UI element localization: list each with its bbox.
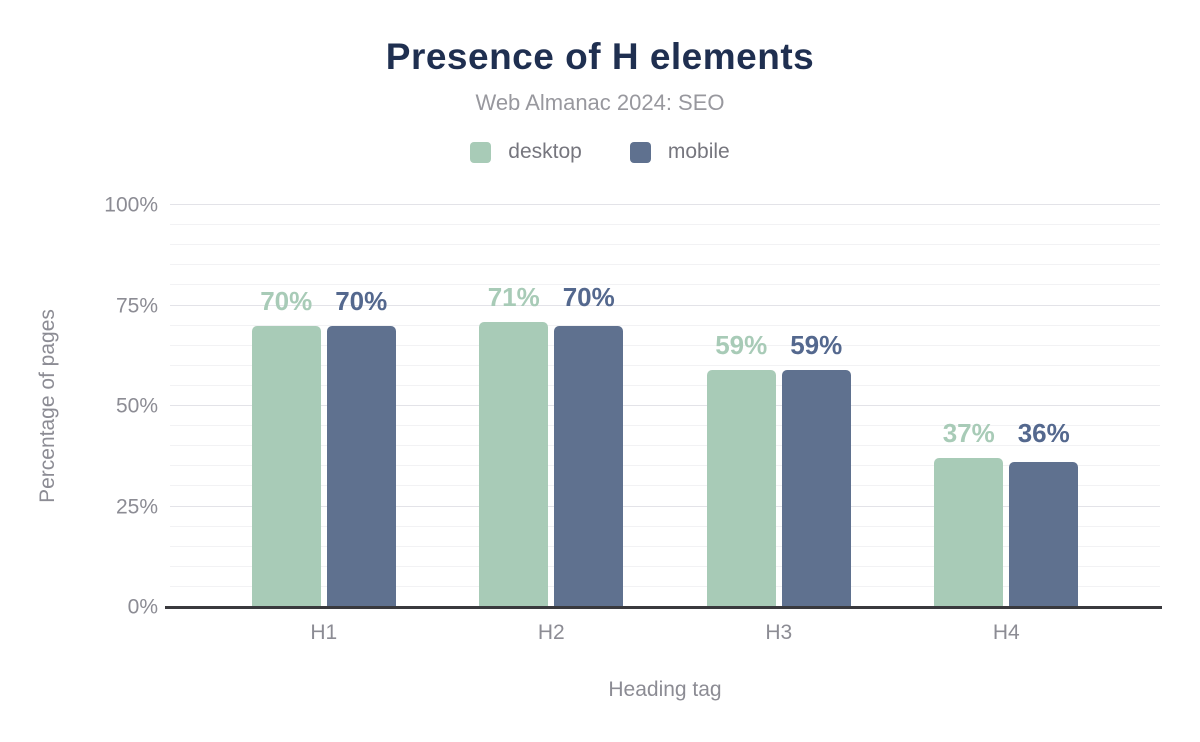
gridline-15 [170, 545, 1160, 547]
y-tick-label-75: 75% [115, 294, 158, 317]
plot-area: 70% 70% H1 71% 70% H2 59% 59% H3 37% 36% H4 [165, 204, 1162, 644]
gridline-85 [170, 264, 1160, 266]
chart-title: Presence of H elements [385, 36, 815, 77]
bar-slot-mobile-h1: 70% [326, 205, 396, 607]
gridline-80 [170, 284, 1160, 286]
gridline-95 [170, 224, 1160, 226]
x-axis-title: Heading tag [608, 678, 722, 701]
bar-group-h1: 70% 70% H1 [251, 205, 396, 644]
value-label-desktop-h4: 37% [942, 418, 995, 449]
gridline-20 [170, 525, 1160, 527]
chart-subtitle: Web Almanac 2024: SEO [475, 90, 725, 115]
y-tick-label-100: 100% [104, 193, 158, 217]
bar-slot-mobile-h4: 36% [1009, 205, 1079, 607]
value-label-mobile-h2: 70% [562, 281, 615, 312]
bar-slot-desktop-h1: 70% [251, 205, 321, 607]
x-tick-label-h2: H2 [537, 621, 565, 644]
value-label-mobile-h1: 70% [335, 285, 388, 316]
gridline-65 [170, 344, 1160, 346]
legend-item-desktop[interactable]: desktop [470, 140, 582, 164]
bar-desktop-h2[interactable] [479, 321, 549, 607]
y-tick-label-25: 25% [115, 495, 158, 518]
gridline-60 [170, 364, 1160, 366]
y-tick-label-0: 0% [127, 595, 158, 619]
gridline-70 [170, 324, 1160, 326]
desktop-swatch-icon [470, 141, 492, 163]
gridline-75 [170, 304, 1160, 306]
bar-desktop-h1[interactable] [251, 325, 321, 607]
bar-mobile-h1[interactable] [326, 325, 396, 607]
gridline-30 [170, 485, 1160, 487]
x-axis-baseline [165, 606, 1162, 609]
x-tick-label-h4: H4 [992, 621, 1020, 644]
value-label-mobile-h3: 59% [790, 329, 843, 360]
bar-slot-mobile-h3: 59% [781, 205, 851, 607]
x-tick-label-h3: H3 [765, 621, 793, 644]
bars-row: 70% 70% H1 71% 70% H2 59% 59% H3 37% 36% H4 [170, 205, 1160, 644]
value-label-desktop-h2: 71% [487, 281, 540, 312]
bar-slot-desktop-h3: 59% [706, 205, 776, 607]
gridline-35 [170, 465, 1160, 467]
legend-item-mobile[interactable]: mobile [629, 140, 730, 164]
bar-group-h2: 71% 70% H2 [479, 205, 624, 644]
gridline-100 [170, 204, 1160, 205]
value-label-desktop-h3: 59% [715, 329, 768, 360]
bar-slot-desktop-h2: 71% [479, 205, 549, 607]
bar-mobile-h3[interactable] [781, 369, 851, 607]
gridline-55 [170, 384, 1160, 386]
bar-mobile-h4[interactable] [1009, 462, 1079, 607]
gridline-5 [170, 585, 1160, 587]
gridline-40 [170, 445, 1160, 447]
legend-label-mobile: mobile [667, 140, 730, 163]
legend: desktop mobile [0, 140, 1200, 164]
bar-slot-mobile-h2: 70% [554, 205, 624, 607]
bar-mobile-h2[interactable] [554, 325, 624, 607]
y-tick-label-50: 50% [115, 394, 158, 418]
gridline-50 [170, 405, 1160, 406]
gridline-25 [170, 505, 1160, 507]
legend-label-desktop: desktop [508, 140, 582, 163]
gridline-90 [170, 244, 1160, 246]
value-label-desktop-h1: 70% [260, 285, 313, 316]
x-tick-label-h1: H1 [310, 621, 338, 644]
gridline-45 [170, 425, 1160, 427]
bar-slot-desktop-h4: 37% [934, 205, 1004, 607]
bar-group-h3: 59% 59% H3 [706, 205, 851, 644]
bar-desktop-h4[interactable] [934, 458, 1004, 607]
value-label-mobile-h4: 36% [1017, 418, 1070, 449]
y-axis-ticks: 100% 75% 50% 25% 0% [0, 195, 158, 618]
gridline-10 [170, 565, 1160, 567]
mobile-swatch-icon [629, 141, 651, 163]
bar-group-h4: 37% 36% H4 [934, 205, 1079, 644]
bar-desktop-h3[interactable] [706, 369, 776, 607]
